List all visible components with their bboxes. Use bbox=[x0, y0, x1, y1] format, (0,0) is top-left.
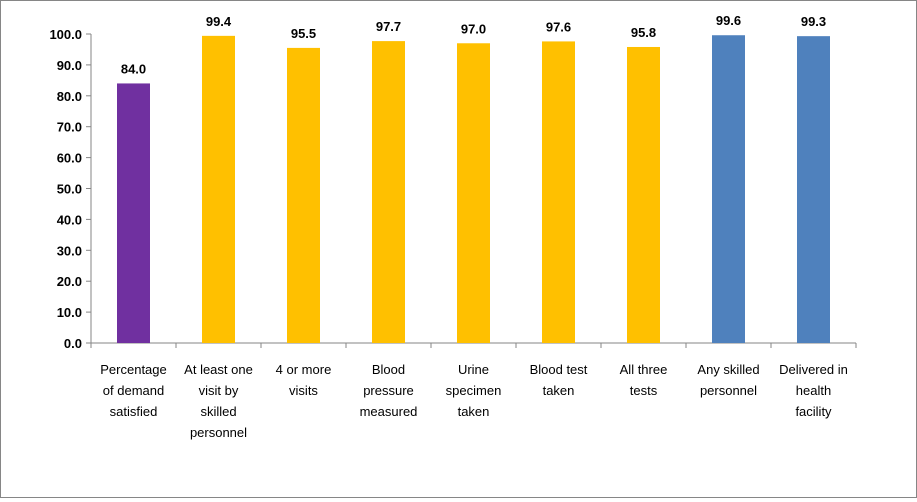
x-category-label-line: Blood test bbox=[530, 362, 588, 377]
x-category-label-line: At least one bbox=[184, 362, 253, 377]
data-label: 99.6 bbox=[716, 13, 741, 28]
data-label: 97.7 bbox=[376, 19, 401, 34]
data-label: 95.5 bbox=[291, 26, 316, 41]
y-tick-label: 0.0 bbox=[64, 336, 82, 351]
x-category-label-line: Percentage bbox=[100, 362, 167, 377]
y-tick-label: 60.0 bbox=[57, 151, 82, 166]
y-tick-label: 40.0 bbox=[57, 212, 82, 227]
x-category-label: Urine specimen taken bbox=[446, 362, 502, 419]
bar bbox=[627, 46, 660, 344]
bar bbox=[457, 43, 490, 344]
x-category-label-line: facility bbox=[795, 404, 832, 419]
x-category-label: At least one visit by skilled personnel bbox=[184, 362, 253, 440]
bars bbox=[117, 35, 830, 344]
x-category-label-line: taken bbox=[458, 404, 490, 419]
x-axis bbox=[90, 342, 857, 348]
x-category-label-line: skilled bbox=[200, 404, 236, 419]
x-category-label-line: visit by bbox=[199, 383, 239, 398]
y-tick-label: 10.0 bbox=[57, 305, 82, 320]
y-axis: 0.0 10.0 20.0 30.0 40.0 50.0 60.0 70.0 80.0 90.0 1… bbox=[49, 27, 92, 351]
x-category-label-line: pressure bbox=[363, 383, 414, 398]
x-category-label: Any skilled personnel bbox=[697, 362, 759, 398]
x-category-label-line: of demand bbox=[103, 383, 164, 398]
y-tick-label: 20.0 bbox=[57, 274, 82, 289]
y-tick-label: 100.0 bbox=[49, 27, 82, 42]
x-category-label-line: measured bbox=[360, 404, 418, 419]
data-label: 97.0 bbox=[461, 21, 486, 36]
bar bbox=[542, 41, 575, 343]
x-category-label: 4 or more visits bbox=[276, 362, 332, 398]
data-label: 84.0 bbox=[121, 61, 146, 76]
data-label: 97.6 bbox=[546, 19, 571, 34]
bar bbox=[202, 35, 235, 343]
bar bbox=[712, 35, 745, 344]
data-label: 95.8 bbox=[631, 25, 656, 40]
data-labels: 84.0 99.4 95.5 97.7 97.0 97.6 95.8 99.6 99.3 bbox=[121, 13, 826, 76]
bar bbox=[287, 47, 320, 343]
x-category-label-line: Blood bbox=[372, 362, 405, 377]
x-category-label-line: personnel bbox=[190, 425, 247, 440]
data-label: 99.4 bbox=[206, 14, 232, 29]
x-category-label: Blood pressure measured bbox=[360, 362, 418, 419]
bar bbox=[797, 36, 830, 344]
x-category-label-line: personnel bbox=[700, 383, 757, 398]
x-category-label-line: 4 or more bbox=[276, 362, 332, 377]
x-category-label-line: tests bbox=[630, 383, 658, 398]
category-labels: Percentage of demand satisfied At least one… bbox=[100, 362, 848, 440]
x-category-label: Delivered in health facility bbox=[779, 362, 848, 419]
x-category-label: All three tests bbox=[620, 362, 668, 398]
y-tick-label: 30.0 bbox=[57, 243, 82, 258]
data-label: 99.3 bbox=[801, 14, 826, 29]
bar bbox=[117, 83, 150, 343]
y-tick-label: 90.0 bbox=[57, 58, 82, 73]
x-category-label: Blood test taken bbox=[530, 362, 588, 398]
y-tick-label: 70.0 bbox=[57, 120, 82, 135]
y-tick-label: 80.0 bbox=[57, 89, 82, 104]
x-category-label-line: Any skilled bbox=[697, 362, 759, 377]
x-category-label-line: health bbox=[796, 383, 831, 398]
x-category-label-line: specimen bbox=[446, 383, 502, 398]
x-category-label-line: taken bbox=[543, 383, 575, 398]
y-tick-label: 50.0 bbox=[57, 182, 82, 197]
x-category-label-line: Delivered in bbox=[779, 362, 848, 377]
bar bbox=[372, 41, 405, 344]
x-category-label-line: satisfied bbox=[110, 404, 158, 419]
x-category-label: Percentage of demand satisfied bbox=[100, 362, 167, 419]
x-category-label-line: All three bbox=[620, 362, 668, 377]
x-category-label-line: Urine bbox=[458, 362, 489, 377]
x-category-label-line: visits bbox=[289, 383, 318, 398]
